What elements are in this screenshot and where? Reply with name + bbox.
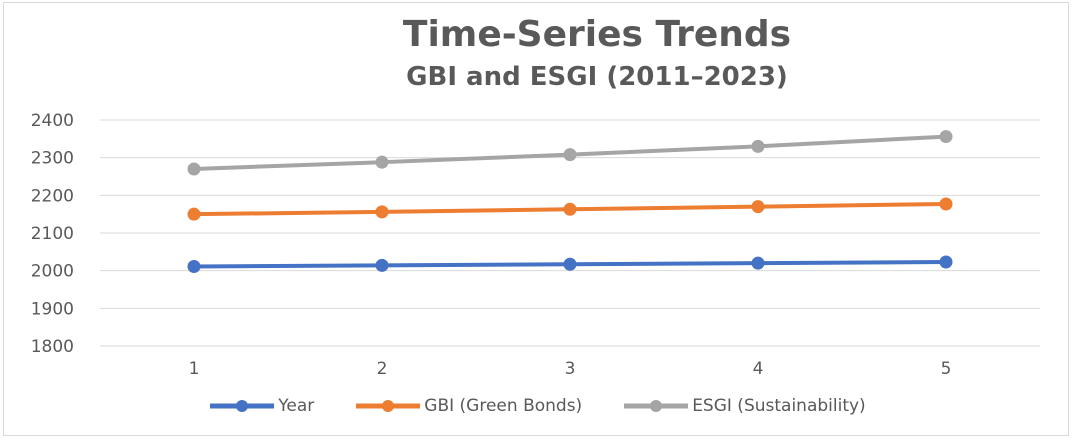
x-tick-label: 3 (565, 359, 576, 379)
legend-swatch-year (210, 400, 275, 412)
data-point-2-2 (563, 148, 577, 162)
data-point-0-2 (563, 257, 577, 271)
legend-swatch-esgi (624, 400, 689, 412)
legend-item-year: Year (208, 396, 314, 416)
data-point-0-3 (751, 256, 765, 270)
data-point-2-0 (187, 162, 201, 176)
y-tick-label: 2000 (31, 262, 74, 282)
chart-subtitle: GBI and ESGI (2011–2023) (406, 62, 788, 92)
data-point-0-4 (939, 255, 953, 269)
y-tick-label: 2400 (31, 111, 74, 131)
data-point-1-3 (751, 200, 765, 214)
data-point-2-4 (939, 130, 953, 144)
chart-title: Time-Series Trends (402, 14, 792, 55)
chart-frame (3, 2, 1069, 436)
y-tick-label: 2100 (31, 224, 74, 244)
data-point-0-0 (187, 260, 201, 274)
data-point-2-3 (751, 139, 765, 153)
legend-swatch-gbi (356, 400, 421, 412)
legend-label-year: Year (278, 396, 315, 416)
data-point-1-2 (563, 202, 577, 216)
legend-label-gbi: GBI (Green Bonds) (424, 396, 583, 416)
x-tick-label: 2 (377, 359, 388, 379)
legend-label-esgi: ESGI (Sustainability) (692, 396, 866, 416)
y-tick-label: 1800 (31, 337, 74, 357)
data-point-1-0 (187, 207, 201, 221)
y-tick-label: 1900 (31, 299, 74, 319)
legend: Year GBI (Green Bonds) ESGI (Sustainabil… (0, 396, 1074, 416)
data-point-1-1 (375, 205, 389, 219)
legend-item-esgi: ESGI (Sustainability) (622, 396, 866, 416)
data-point-0-1 (375, 258, 389, 272)
y-tick-label: 2300 (31, 149, 74, 169)
data-point-2-1 (375, 155, 389, 169)
x-tick-label: 1 (189, 359, 200, 379)
data-point-1-4 (939, 197, 953, 211)
x-tick-label: 4 (753, 359, 764, 379)
x-tick-label: 5 (941, 359, 952, 379)
y-tick-label: 2200 (31, 186, 74, 206)
legend-item-gbi: GBI (Green Bonds) (354, 396, 582, 416)
